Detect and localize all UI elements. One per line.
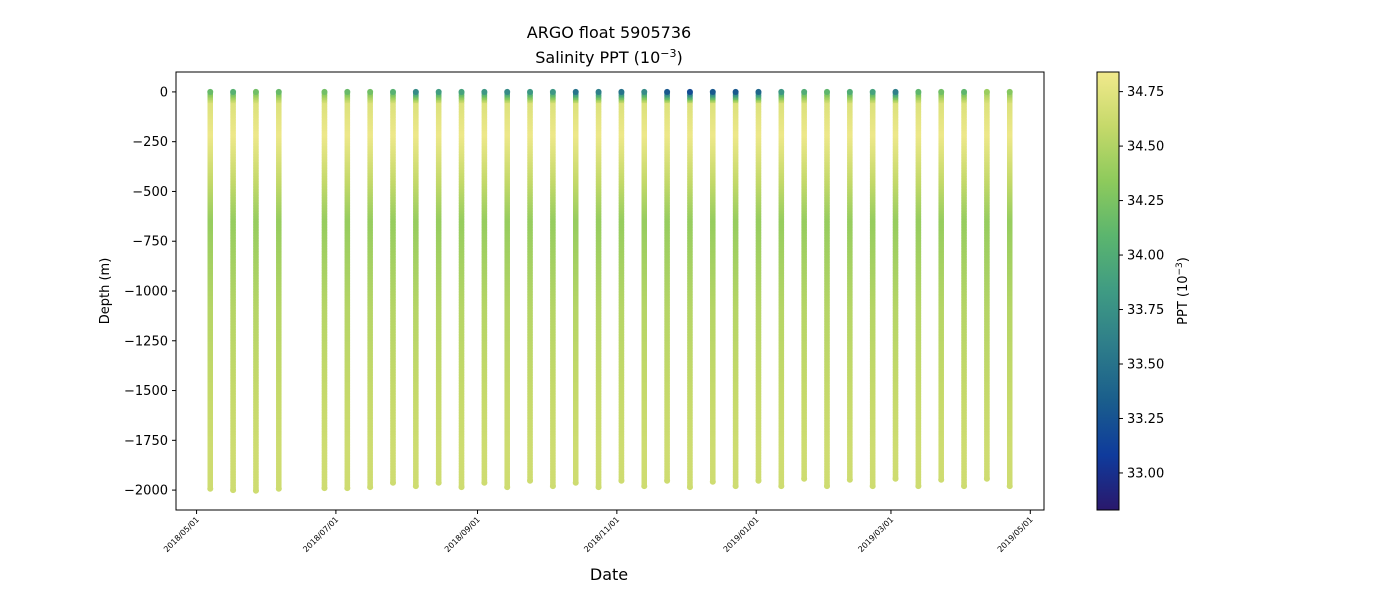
y-tick-label: −1250 xyxy=(124,334,168,349)
profile-15 xyxy=(549,88,556,490)
colorbar-tick-label: 34.75 xyxy=(1127,85,1164,100)
profile-17 xyxy=(595,88,602,491)
chart-subtitle: Salinity PPT (10−3) xyxy=(535,47,683,67)
y-tick-label: −1500 xyxy=(124,384,168,399)
profile-10 xyxy=(435,88,442,486)
profile-18 xyxy=(618,88,625,484)
x-tick-label: 2019/03/01 xyxy=(856,515,895,554)
profile-24 xyxy=(755,88,762,484)
x-axis-label: Date xyxy=(590,565,628,584)
x-tick-label: 2019/01/01 xyxy=(722,515,761,554)
chart-title: ARGO float 5905736 xyxy=(527,23,691,42)
profile-13 xyxy=(504,88,511,491)
profile-31 xyxy=(915,88,922,490)
profile-16 xyxy=(572,88,579,486)
profile-20 xyxy=(664,88,671,484)
y-tick-label: −1000 xyxy=(124,285,168,300)
colorbar xyxy=(1096,71,1120,511)
y-tick-label: 0 xyxy=(160,85,168,100)
profile-9 xyxy=(412,88,419,490)
profile-26 xyxy=(801,88,808,482)
profile-32 xyxy=(938,88,945,483)
colorbar-tick-label: 34.25 xyxy=(1127,194,1164,209)
y-tick-label: −500 xyxy=(132,185,168,200)
colorbar-tick-label: 33.75 xyxy=(1127,303,1164,318)
profile-2 xyxy=(230,88,237,494)
profile-19 xyxy=(641,88,648,490)
profile-33 xyxy=(961,88,968,490)
x-axis: 2018/05/01 2018/07/01 2018/09/01 2018/11/01… xyxy=(162,510,1035,554)
chart-subtitle-exponent: −3 xyxy=(660,47,676,60)
plot-frame xyxy=(175,71,1045,511)
profile-35 xyxy=(1006,88,1013,490)
profile-30 xyxy=(892,88,899,482)
profile-7 xyxy=(367,88,374,491)
profile-23 xyxy=(732,88,739,490)
colorbar-tick-label: 33.00 xyxy=(1127,466,1164,481)
profile-34 xyxy=(983,88,990,482)
colorbar-tick-label: 34.50 xyxy=(1127,140,1164,155)
profile-5 xyxy=(321,88,328,492)
profile-4 xyxy=(275,88,282,492)
y-tick-label: −250 xyxy=(132,135,168,150)
x-tick-label: 2018/05/01 xyxy=(162,515,201,554)
colorbar-tick-label: 34.00 xyxy=(1127,249,1164,264)
profile-27 xyxy=(824,88,830,490)
profile-12 xyxy=(481,88,488,486)
y-tick-label: −1750 xyxy=(124,434,168,449)
colorbar-label: PPT (10−3) xyxy=(1175,257,1191,325)
colorbar-label-exponent: −3 xyxy=(1175,262,1185,275)
x-tick-label: 2018/07/01 xyxy=(301,515,340,554)
colorbar-tick-label: 33.50 xyxy=(1127,358,1164,373)
profile-21 xyxy=(686,88,693,491)
profile-11 xyxy=(458,88,465,491)
x-tick-label: 2018/09/01 xyxy=(443,515,482,554)
colorbar-axis: 33.00 33.25 33.50 33.75 34.00 34.25 34.50 34.75 xyxy=(1119,85,1164,481)
profile-3 xyxy=(252,88,259,494)
profile-28 xyxy=(846,88,853,483)
profile-8 xyxy=(390,88,396,486)
y-tick-label: −750 xyxy=(132,235,168,250)
profile-14 xyxy=(527,88,534,484)
x-tick-label: 2019/05/01 xyxy=(996,515,1035,554)
profile-1 xyxy=(207,88,214,492)
plot-marks xyxy=(207,88,1013,494)
profile-22 xyxy=(709,88,716,485)
y-tick-label: −2000 xyxy=(124,484,168,499)
profile-25 xyxy=(778,88,785,490)
profile-29 xyxy=(869,88,876,490)
profile-6 xyxy=(344,88,351,492)
x-tick-label: 2018/11/01 xyxy=(582,515,621,554)
y-axis: 0 −250 −500 −750 −1000 −1250 −1500 −1750 −2000 xyxy=(124,85,176,499)
y-axis-label: Depth (m) xyxy=(98,258,113,325)
colorbar-tick-label: 33.25 xyxy=(1127,412,1164,427)
